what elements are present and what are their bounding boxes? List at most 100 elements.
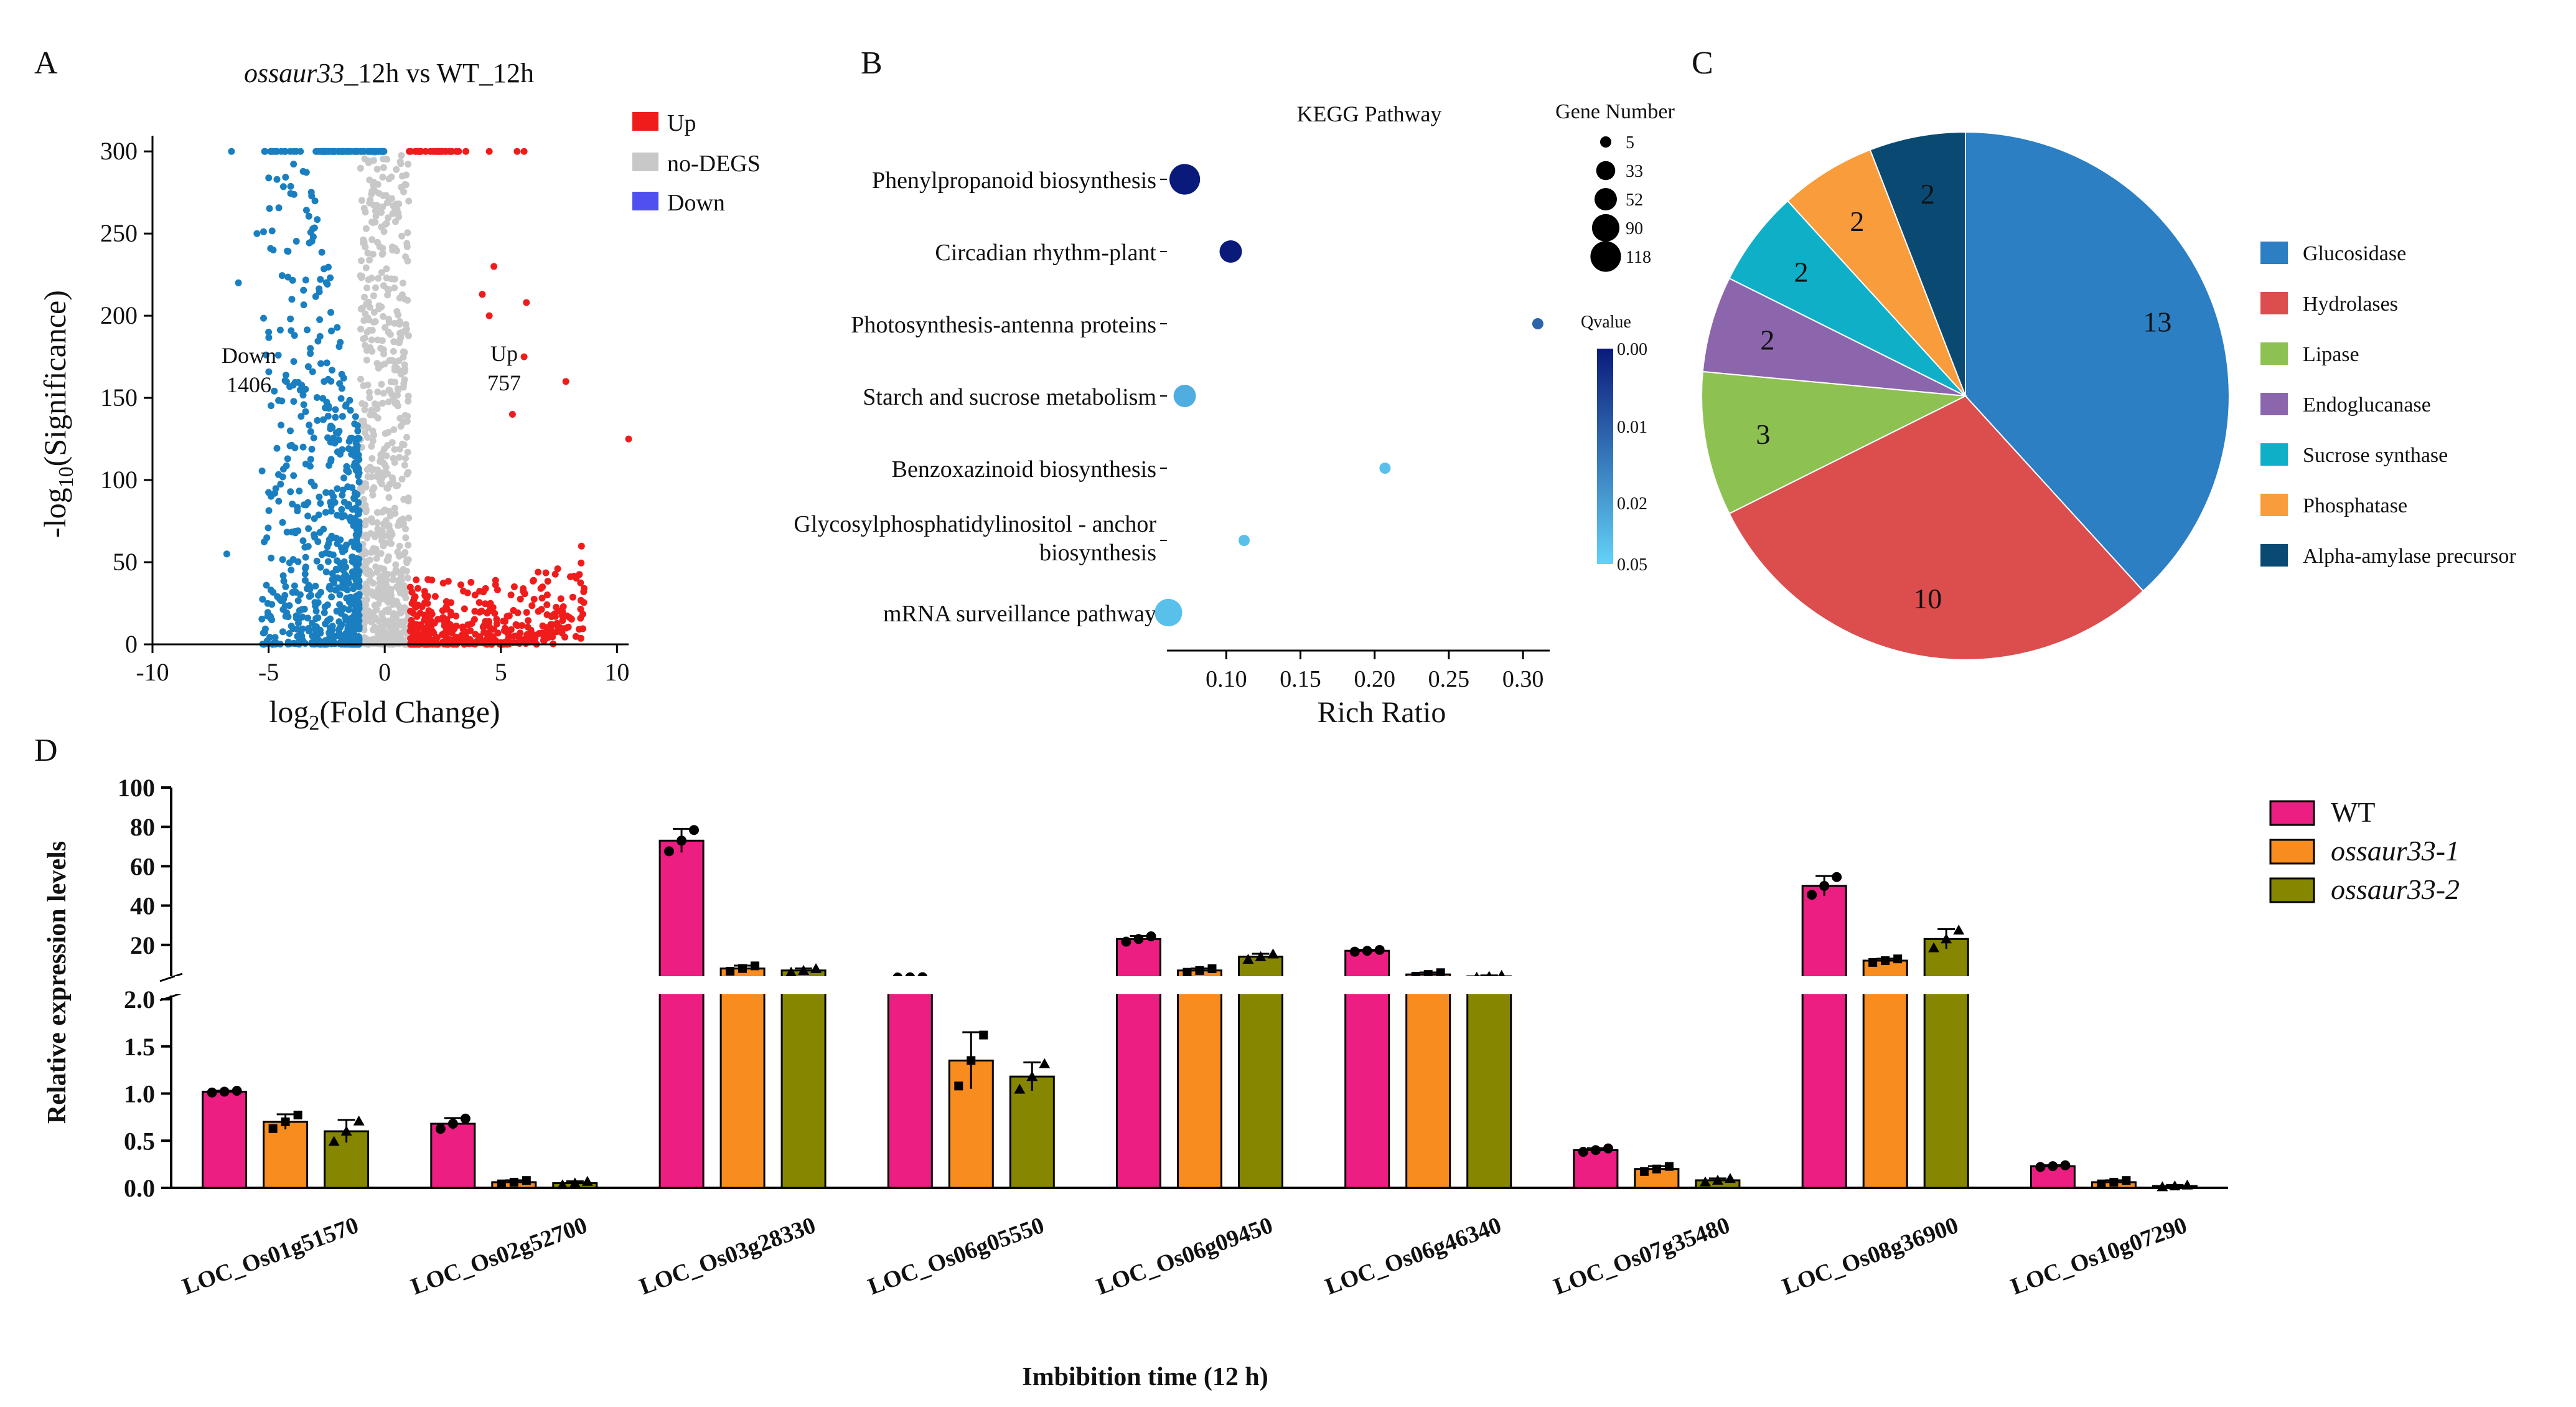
volcano-point bbox=[380, 390, 387, 397]
volcano-axes: 0 50 100 150 200 250 300 -10 -5 0 5 10 bbox=[100, 136, 629, 686]
kegg-xlabel: Rich Ratio bbox=[1318, 696, 1446, 729]
volcano-point bbox=[366, 256, 373, 264]
volcano-point bbox=[351, 420, 358, 428]
volcano-point bbox=[377, 595, 384, 603]
volcano-point bbox=[265, 368, 273, 375]
volcano-point bbox=[368, 327, 376, 334]
volcano-point bbox=[507, 626, 515, 633]
replicate-point bbox=[1652, 1164, 1661, 1174]
volcano-point bbox=[282, 583, 289, 590]
volcano-point bbox=[305, 525, 312, 532]
volcano-point bbox=[391, 446, 398, 453]
volcano-point bbox=[363, 613, 371, 621]
volcano-point bbox=[294, 504, 301, 511]
volcano-point bbox=[307, 345, 314, 352]
volcano-point bbox=[557, 595, 564, 603]
volcano-point bbox=[382, 539, 390, 547]
volcano-point bbox=[298, 382, 306, 389]
pie-slice-label: 2 bbox=[1921, 178, 1935, 210]
volcano-point bbox=[374, 388, 382, 396]
volcano-point bbox=[502, 618, 508, 625]
volcano-point bbox=[375, 275, 382, 282]
volcano-point bbox=[535, 568, 542, 576]
volcano-point bbox=[385, 608, 392, 615]
replicate-point bbox=[1893, 954, 1903, 964]
volcano-point bbox=[304, 512, 312, 520]
volcano-point bbox=[564, 623, 572, 631]
volcano-point bbox=[361, 406, 368, 413]
volcano-point bbox=[471, 608, 479, 615]
volcano-point bbox=[275, 397, 283, 404]
replicate-point bbox=[1819, 880, 1830, 891]
volcano-point bbox=[517, 629, 524, 637]
volcano-point bbox=[329, 623, 336, 630]
volcano-point bbox=[377, 458, 384, 465]
volcano-point bbox=[490, 263, 498, 270]
volcano-point bbox=[513, 148, 521, 155]
volcano-point bbox=[400, 566, 407, 573]
replicate-point bbox=[219, 1086, 230, 1097]
volcano-point bbox=[382, 220, 389, 228]
volcano-point bbox=[296, 487, 303, 495]
volcano-point bbox=[345, 606, 352, 613]
volcano-point bbox=[407, 622, 415, 629]
volcano-point bbox=[304, 614, 312, 622]
volcano-point bbox=[312, 293, 319, 300]
volcano-point bbox=[363, 356, 370, 364]
volcano-point bbox=[324, 375, 332, 383]
gene-number-legend-label: 90 bbox=[1626, 219, 1643, 238]
bar-ytick-label: 60 bbox=[130, 852, 155, 880]
replicate-point bbox=[2035, 1162, 2046, 1172]
volcano-point bbox=[370, 466, 378, 473]
volcano-point bbox=[391, 275, 398, 283]
volcano-point bbox=[291, 582, 298, 590]
volcano-point bbox=[482, 585, 489, 592]
volcano-point bbox=[479, 291, 486, 298]
volcano-point bbox=[352, 460, 360, 468]
volcano-point bbox=[378, 380, 385, 388]
volcano-point bbox=[405, 542, 412, 549]
replicate-point bbox=[328, 1136, 340, 1146]
volcano-point bbox=[268, 616, 276, 624]
volcano-point bbox=[302, 408, 309, 415]
volcano-point bbox=[401, 361, 408, 369]
legend-label-nodegs: no-DEGS bbox=[667, 151, 761, 177]
volcano-point bbox=[314, 337, 322, 345]
volcano-point bbox=[447, 599, 454, 606]
pie-slice-label: 3 bbox=[1756, 418, 1770, 450]
volcano-point bbox=[360, 239, 367, 247]
volcano-point bbox=[517, 595, 524, 603]
volcano-point bbox=[377, 344, 385, 352]
volcano-point bbox=[390, 576, 397, 583]
up-annotation-label: Up bbox=[490, 341, 518, 366]
volcano-point bbox=[478, 607, 485, 614]
volcano-point bbox=[279, 183, 287, 191]
replicate-point bbox=[281, 1117, 290, 1126]
volcano-point bbox=[386, 481, 393, 488]
volcano-point bbox=[312, 602, 319, 609]
volcano-point bbox=[366, 394, 373, 402]
volcano-point bbox=[325, 405, 332, 412]
panel-c-letter: C bbox=[1692, 45, 1713, 81]
volcano-point bbox=[275, 497, 283, 505]
volcano-point bbox=[554, 565, 561, 573]
replicate-point bbox=[954, 1081, 963, 1091]
volcano-point bbox=[307, 478, 315, 486]
volcano-point bbox=[368, 548, 375, 556]
volcano-point bbox=[385, 319, 393, 326]
replicate-point bbox=[1195, 966, 1204, 975]
pie-legend-swatch bbox=[2260, 393, 2288, 415]
gene-number-legend-title: Gene Number bbox=[1555, 100, 1675, 123]
pie-legend-label: Glucosidase bbox=[2303, 242, 2406, 265]
volcano-point bbox=[520, 588, 527, 595]
volcano-point bbox=[294, 626, 301, 633]
volcano-point bbox=[373, 166, 381, 173]
replicate-point bbox=[509, 1177, 518, 1187]
volcano-point bbox=[405, 161, 412, 168]
volcano-point bbox=[395, 602, 402, 609]
volcano-point bbox=[300, 301, 307, 309]
volcano-point bbox=[362, 517, 370, 525]
replicate-point bbox=[2169, 1180, 2181, 1190]
replicate-point bbox=[1183, 967, 1192, 977]
kegg-pathway-label: Benzoxazinoid biosynthesis bbox=[892, 456, 1156, 482]
